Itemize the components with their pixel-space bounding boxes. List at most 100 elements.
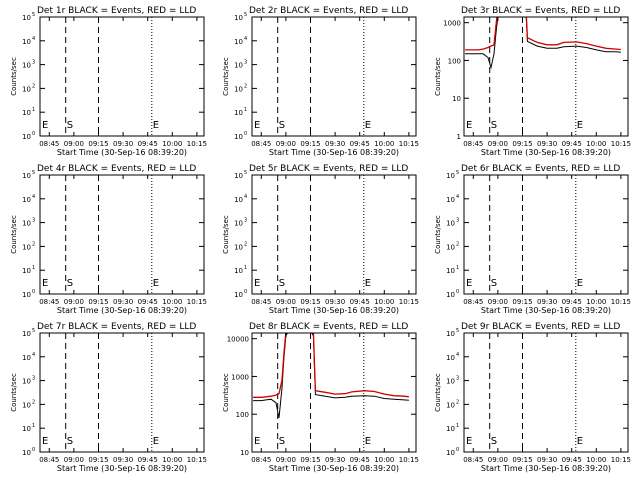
marker-label-e: E: [254, 436, 260, 447]
y-tick-label: 10: [22, 243, 31, 251]
x-axis-label: Start Time (30-Sep-16 08:39:20): [269, 306, 399, 315]
events-series-line: [253, 333, 409, 418]
y-tick-exponent: 3: [244, 218, 247, 224]
marker-label-e: E: [153, 436, 159, 447]
y-tick-exponent: 0: [244, 131, 247, 137]
y-tick-exponent: 1: [32, 265, 35, 271]
y-tick-exponent: 1: [32, 107, 35, 113]
x-tick-label: 09:45: [350, 298, 370, 306]
detector-panel: Det 4r BLACK = Events, RED = LLD E S E 08:45…: [10, 164, 207, 315]
x-tick-label: 09:15: [300, 298, 320, 306]
x-tick-label: 10:00: [586, 140, 606, 148]
x-tick-label: 09:15: [88, 298, 108, 306]
x-tick-label: 10:00: [586, 456, 606, 464]
x-axis-label: Start Time (30-Sep-16 08:39:20): [57, 464, 187, 473]
marker-label-e: E: [365, 278, 371, 289]
marker-label-e: E: [577, 436, 583, 447]
plot-frame: [463, 332, 629, 453]
panel-title: Det 3r BLACK = Events, RED = LLD: [461, 6, 620, 16]
y-tick-label: 10: [446, 378, 455, 386]
y-tick-label: 10: [22, 378, 31, 386]
y-tick-label: 10: [234, 172, 243, 180]
x-tick-label: 09:30: [537, 140, 557, 148]
y-tick-label: 10: [446, 449, 455, 457]
y-tick-exponent: 2: [32, 399, 35, 405]
marker-label-e: E: [42, 278, 48, 289]
x-tick-label: 09:45: [562, 298, 582, 306]
x-tick-label: 09:15: [512, 298, 532, 306]
x-tick-label: 09:45: [138, 140, 158, 148]
x-tick-label: 09:00: [488, 140, 508, 148]
y-tick-label: 10: [22, 38, 31, 46]
y-tick-label: 1000: [231, 373, 249, 381]
y-tick-label: 10: [22, 85, 31, 93]
x-tick-label: 09:00: [276, 140, 296, 148]
x-axis-label: Start Time (30-Sep-16 08:39:20): [269, 464, 399, 473]
x-axis-label: Start Time (30-Sep-16 08:39:20): [269, 148, 399, 157]
y-tick-label: 10: [446, 243, 455, 251]
marker-label-e: E: [577, 278, 583, 289]
marker-label-e: E: [466, 278, 472, 289]
y-tick-label: 10: [446, 172, 455, 180]
y-tick-exponent: 2: [32, 241, 35, 247]
y-axis-label: Counts/sec: [10, 373, 18, 412]
plot-frame: [463, 174, 629, 295]
x-tick-label: 10:00: [374, 298, 394, 306]
x-tick-label: 10:15: [187, 298, 207, 306]
panel-title: Det 7r BLACK = Events, RED = LLD: [37, 322, 196, 332]
y-tick-label: 10: [234, 109, 243, 117]
y-tick-exponent: 5: [32, 170, 35, 176]
marker-label-e: E: [577, 120, 583, 131]
y-tick-exponent: 3: [32, 60, 35, 66]
x-tick-label: 09:45: [350, 140, 370, 148]
y-tick-label: 10000: [227, 336, 249, 344]
y-tick-exponent: 0: [32, 447, 35, 453]
y-tick-exponent: 2: [456, 241, 459, 247]
y-tick-exponent: 2: [244, 241, 247, 247]
y-tick-label: 10: [22, 133, 31, 141]
y-tick-label: 10: [234, 133, 243, 141]
y-axis-label: Counts/sec: [10, 57, 18, 96]
y-tick-label: 10: [22, 401, 31, 409]
x-tick-label: 09:00: [64, 140, 84, 148]
y-axis-label: Counts/sec: [222, 215, 230, 254]
y-tick-label: 1000: [443, 20, 461, 28]
panel-title: Det 9r BLACK = Events, RED = LLD: [461, 322, 620, 332]
y-axis-label: Counts/sec: [434, 373, 442, 412]
x-tick-label: 09:00: [64, 298, 84, 306]
y-tick-label: 10: [22, 330, 31, 338]
detector-panel: Det 5r BLACK = Events, RED = LLD E S E 08:45…: [222, 164, 419, 315]
x-tick-label: 09:00: [276, 298, 296, 306]
y-tick-label: 10: [446, 401, 455, 409]
y-tick-label: 10: [22, 449, 31, 457]
y-tick-label: 10: [446, 196, 455, 204]
y-tick-exponent: 0: [244, 289, 247, 295]
lld-series-line: [465, 17, 621, 51]
panel-title: Det 5r BLACK = Events, RED = LLD: [249, 164, 408, 174]
y-tick-exponent: 1: [456, 423, 459, 429]
x-tick-label: 10:00: [586, 298, 606, 306]
y-axis-label: Counts/sec: [10, 215, 18, 254]
y-tick-label: 10: [234, 14, 243, 22]
detector-panel: Det 1r BLACK = Events, RED = LLD E S E 08:45…: [10, 6, 207, 157]
marker-label-e: E: [466, 120, 472, 131]
y-tick-exponent: 4: [32, 352, 35, 358]
plot-frame: [39, 16, 205, 137]
panel-title: Det 2r BLACK = Events, RED = LLD: [249, 6, 408, 16]
marker-label-s: S: [67, 120, 73, 131]
x-tick-label: 09:45: [138, 298, 158, 306]
x-tick-label: 09:15: [300, 456, 320, 464]
y-tick-label: 10: [22, 196, 31, 204]
plot-frame: [39, 332, 205, 453]
x-tick-label: 09:30: [113, 140, 133, 148]
y-tick-label: 100: [448, 57, 461, 65]
x-tick-label: 09:00: [488, 298, 508, 306]
y-tick-exponent: 4: [32, 194, 35, 200]
x-tick-label: 09:00: [64, 456, 84, 464]
y-tick-label: 100: [236, 411, 249, 419]
x-tick-label: 09:15: [512, 140, 532, 148]
marker-label-e: E: [42, 120, 48, 131]
x-tick-label: 10:00: [374, 140, 394, 148]
y-tick-label: 10: [234, 85, 243, 93]
marker-label-e: E: [466, 436, 472, 447]
